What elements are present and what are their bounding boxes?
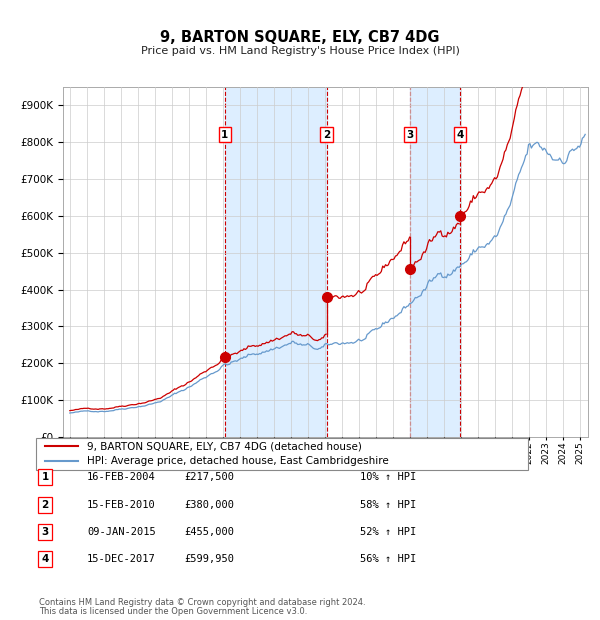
Text: 3: 3 (406, 130, 414, 140)
Text: £455,000: £455,000 (184, 527, 234, 537)
Text: 9, BARTON SQUARE, ELY, CB7 4DG: 9, BARTON SQUARE, ELY, CB7 4DG (160, 30, 440, 45)
Text: 15-FEB-2010: 15-FEB-2010 (87, 500, 156, 510)
Text: 1: 1 (41, 472, 49, 482)
Text: 56% ↑ HPI: 56% ↑ HPI (360, 554, 416, 564)
Text: 4: 4 (41, 554, 49, 564)
Text: Contains HM Land Registry data © Crown copyright and database right 2024.: Contains HM Land Registry data © Crown c… (39, 598, 365, 607)
Text: 2: 2 (41, 500, 49, 510)
Text: £599,950: £599,950 (184, 554, 234, 564)
Text: 16-FEB-2004: 16-FEB-2004 (87, 472, 156, 482)
Text: 9, BARTON SQUARE, ELY, CB7 4DG (detached house): 9, BARTON SQUARE, ELY, CB7 4DG (detached… (87, 441, 362, 451)
Text: 2: 2 (323, 130, 331, 140)
Text: £380,000: £380,000 (184, 500, 234, 510)
Text: 10% ↑ HPI: 10% ↑ HPI (360, 472, 416, 482)
Bar (225, 87, 326, 437)
Text: 3: 3 (41, 527, 49, 537)
Text: This data is licensed under the Open Government Licence v3.0.: This data is licensed under the Open Gov… (39, 608, 307, 616)
Text: Price paid vs. HM Land Registry's House Price Index (HPI): Price paid vs. HM Land Registry's House … (140, 46, 460, 56)
Bar (410, 87, 460, 437)
Text: 52% ↑ HPI: 52% ↑ HPI (360, 527, 416, 537)
Text: 4: 4 (456, 130, 464, 140)
Text: 58% ↑ HPI: 58% ↑ HPI (360, 500, 416, 510)
Text: 1: 1 (221, 130, 229, 140)
Text: HPI: Average price, detached house, East Cambridgeshire: HPI: Average price, detached house, East… (87, 456, 389, 466)
Text: £217,500: £217,500 (184, 472, 234, 482)
Text: 15-DEC-2017: 15-DEC-2017 (87, 554, 156, 564)
Text: 09-JAN-2015: 09-JAN-2015 (87, 527, 156, 537)
